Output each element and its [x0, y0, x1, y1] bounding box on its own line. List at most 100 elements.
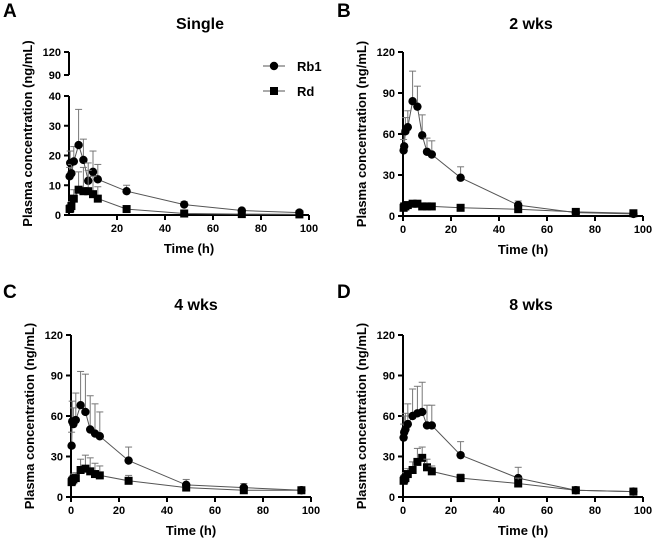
point-c-rd-11: [239, 486, 248, 495]
point-a-rd-4: [74, 185, 83, 194]
point-a-rb1-2: [67, 169, 76, 178]
series-b-rd: [399, 199, 638, 218]
point-b-rd-6: [418, 202, 427, 211]
x-tick-label-c-20: 20: [113, 505, 125, 517]
x-tick-label-b-100: 100: [634, 224, 652, 236]
point-a-rb1-4: [74, 140, 83, 150]
point-a-rd-2: [67, 202, 76, 211]
point-d-rd-10: [514, 479, 523, 488]
point-c-rb1-9: [124, 456, 133, 465]
point-c-rd-6: [86, 467, 95, 476]
point-c-rd-9: [124, 476, 133, 485]
legend: Rb1 Rd: [263, 59, 322, 99]
series-d-rd: [399, 446, 638, 496]
point-a-rd-10: [180, 209, 189, 218]
legend-marker-rb1: [269, 61, 279, 71]
y-axis-label-d: Plasma concentration (ng/mL): [354, 323, 369, 509]
panel-title-a: Single: [176, 16, 224, 33]
axes-d: 0 20 40 60 80 100 0 30 60 90 120 Time (h) Plasma con…: [354, 323, 652, 538]
panel-title-c: 4 wks: [174, 297, 218, 314]
axes-a: 20 40 60 80 100 0 10 20 30 40 90 120 Time (h) Plasma …: [20, 40, 318, 256]
point-b-rd-7: [423, 202, 431, 211]
legend-label-rd: Rd: [297, 84, 314, 99]
point-d-rd-3: [403, 470, 412, 479]
point-b-rd-3: [403, 201, 412, 210]
point-d-rb1-8: [427, 421, 436, 430]
panel-a: A Single 20 40 60 80 100 0 10 20 30 40 90 120 Time (…: [3, 1, 318, 256]
y-axis-label-a: Plasma concentration (ng/mL): [20, 40, 35, 226]
point-a-rb1-9: [122, 187, 131, 196]
point-c-rd-7: [91, 470, 99, 479]
point-c-rb1-8: [95, 432, 105, 441]
y-tick-label-b-120: 120: [377, 47, 395, 59]
x-axis-label-a: Time (h): [164, 241, 214, 256]
x-tick-label-c-60: 60: [209, 505, 221, 517]
y-tick-label-c-60: 60: [51, 411, 63, 423]
point-b-rd-8: [427, 202, 436, 211]
point-a-rd-9: [122, 205, 131, 214]
plot-area-d: 0 20 40 60 80 100 0 30 60 90 120 Time (h) Plasma con…: [354, 323, 652, 538]
y-tick-label-a-120: 120: [43, 47, 61, 59]
y-tick-label-c-90: 90: [51, 371, 63, 383]
point-a-rb1-7: [88, 167, 98, 177]
point-c-rd-8: [95, 471, 104, 480]
legend-marker-rd: [270, 87, 278, 95]
plot-area-a: 20 40 60 80 100 0 10 20 30 40 90 120 Time (h) Plasma …: [20, 40, 318, 256]
panel-b: B 2 wks 0 20 40 60 80 100 0 30 60 90 120 Time (h) Pl…: [337, 1, 652, 257]
legend-item-rb1: Rb1: [263, 59, 322, 74]
y-tick-label-d-60: 60: [383, 411, 395, 423]
panel-title-b: 2 wks: [509, 16, 553, 33]
y-tick-label-a-40: 40: [49, 91, 61, 103]
point-b-rb1-6: [418, 131, 427, 140]
point-a-rd-3: [69, 194, 78, 203]
y-tick-label-a-30: 30: [49, 121, 61, 133]
series-b-rb1: [399, 70, 638, 219]
x-tick-label-d-80: 80: [589, 505, 601, 517]
y-tick-label-c-30: 30: [51, 452, 63, 464]
point-d-rd-12: [629, 487, 638, 496]
point-c-rd-3: [71, 474, 80, 483]
y-tick-label-a-10: 10: [49, 180, 61, 192]
point-b-rd-4: [408, 199, 417, 208]
point-c-rd-4: [76, 466, 85, 474]
y-axis-label-c: Plasma concentration (ng/mL): [22, 323, 37, 509]
x-tick-label-a-100: 100: [300, 223, 318, 235]
point-d-rb1-6: [418, 407, 427, 417]
y-tick-label-a-20: 20: [49, 151, 61, 163]
y-tick-label-b-90: 90: [383, 88, 395, 100]
x-tick-label-a-40: 40: [159, 223, 171, 235]
y-tick-label-d-0: 0: [389, 492, 395, 504]
point-d-rd-8: [427, 467, 436, 476]
x-tick-label-b-20: 20: [445, 224, 457, 236]
x-tick-label-d-100: 100: [634, 505, 652, 517]
point-b-rb1-3: [403, 122, 412, 132]
point-c-rb1-4: [76, 401, 85, 410]
x-axis-label-b: Time (h): [498, 242, 548, 257]
plot-area-c: 0 20 40 60 80 100 0 30 60 90 120 Time (h) Plasma con…: [22, 323, 320, 538]
legend-label-rb1: Rb1: [297, 59, 322, 74]
point-a-rd-8: [93, 194, 102, 203]
point-b-rd-10: [514, 205, 523, 214]
point-a-rd-12: [295, 210, 304, 219]
axes-c: 0 20 40 60 80 100 0 30 60 90 120 Time (h) Plasma con…: [22, 323, 320, 538]
point-c-rb1-0: [67, 441, 76, 450]
panel-letter-a: A: [3, 1, 17, 22]
y-tick-label-b-30: 30: [383, 170, 395, 182]
y-tick-label-c-120: 120: [45, 330, 63, 342]
point-b-rb1-5: [413, 102, 422, 111]
x-tick-label-d-40: 40: [493, 505, 505, 517]
point-c-rd-10: [182, 483, 191, 492]
point-c-rd-12: [297, 486, 306, 495]
x-tick-label-d-20: 20: [445, 505, 457, 517]
point-a-rd-5: [79, 187, 88, 196]
panel-title-d: 8 wks: [509, 297, 553, 314]
x-tick-label-c-100: 100: [302, 505, 320, 517]
point-a-rd-11: [237, 210, 246, 219]
x-tick-label-b-80: 80: [589, 224, 601, 236]
point-b-rb1-1: [400, 142, 409, 151]
x-tick-label-a-20: 20: [111, 223, 123, 235]
y-tick-label-b-0: 0: [389, 211, 395, 223]
point-d-rd-6: [418, 453, 427, 462]
point-c-rb1-3: [71, 415, 81, 425]
